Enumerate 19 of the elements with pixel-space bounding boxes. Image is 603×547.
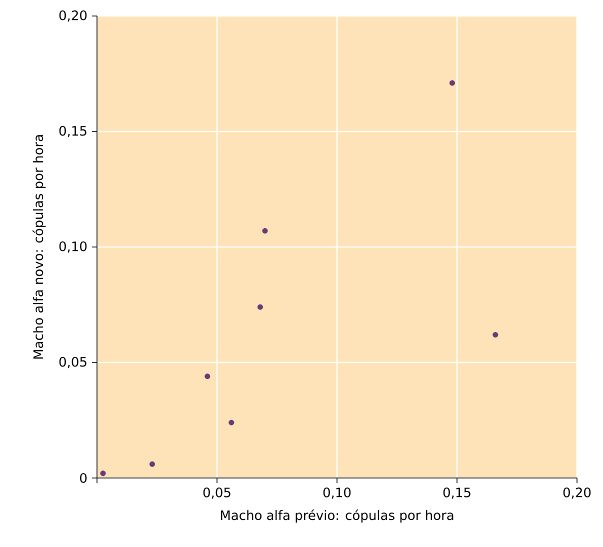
x-tick-label: 0,05 [203,488,230,499]
point [100,470,106,476]
y-tick-label: 0,05 [59,356,86,368]
y-tick-label: 0,20 [59,10,87,22]
y-axis-title: Macho alfa novo: cópulas por hora [32,135,46,359]
y-tick-label: 0,10 [59,241,87,253]
point [492,332,498,338]
x-tick-label: 0,15 [443,488,470,499]
point [262,228,268,234]
point [228,420,234,426]
point [257,304,263,310]
point [149,461,155,467]
x-tick-label: 0,10 [323,488,351,499]
x-tick-label: 0,20 [563,488,591,499]
point [204,374,210,380]
y-tick-label: 0 [80,473,87,483]
point [449,80,455,86]
y-tick-label: 0,15 [59,126,86,138]
x-axis-title: Macho alfa prévio: cópulas por hora [220,510,454,523]
